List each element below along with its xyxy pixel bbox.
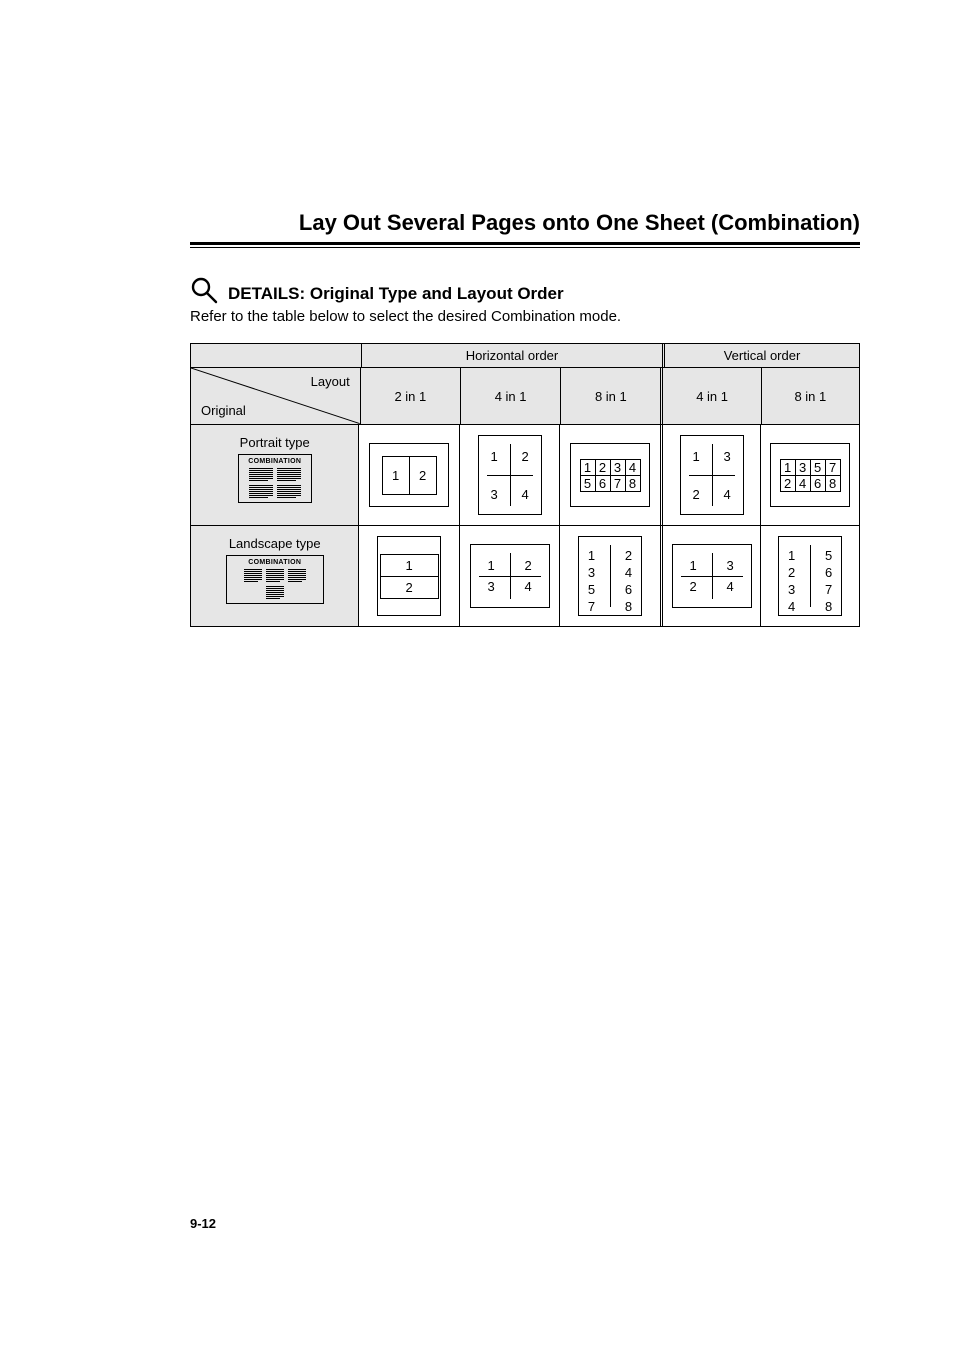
- layout-pos: 6: [619, 582, 638, 597]
- combo-tag: COMBINATION: [248, 458, 301, 465]
- layout-pos: 7: [819, 582, 838, 597]
- layout-cell: 1: [382, 456, 410, 495]
- subcol-4in1-h: 4 in 1: [461, 368, 561, 424]
- layout-pos: 2: [684, 579, 703, 594]
- layout-pos: 1: [486, 447, 503, 465]
- layout-cell: 2: [780, 475, 796, 492]
- p-h-2in1: 12: [369, 443, 449, 507]
- layout-cell: 5: [580, 475, 596, 492]
- layout-cell: 7: [825, 459, 841, 476]
- subcol-4in1-v: 4 in 1: [663, 368, 761, 424]
- layout-pos: 4: [782, 599, 801, 614]
- combo-tag-2: COMBINATION: [248, 559, 301, 566]
- layout-pos: 4: [719, 485, 736, 503]
- layout-pos: 3: [482, 579, 501, 594]
- layout-pos: 1: [782, 548, 801, 563]
- subcol-8in1-v: 8 in 1: [762, 368, 859, 424]
- layout-cell: 3: [795, 459, 811, 476]
- layout-pos: 2: [519, 558, 538, 573]
- layout-pos: 3: [582, 565, 601, 580]
- table-diag-cell: Layout Original: [191, 368, 361, 424]
- layout-pos: 2: [688, 485, 705, 503]
- layout-cell: 4: [795, 475, 811, 492]
- layout-cell: 3: [610, 459, 626, 476]
- diag-label-original: Original: [201, 403, 246, 418]
- layout-pos: 4: [721, 579, 740, 594]
- layout-pos: 1: [482, 558, 501, 573]
- layout-cell: 2: [409, 456, 437, 495]
- layout-pos: 6: [819, 565, 838, 580]
- row-portrait: Portrait type COMBINATION 12 1234: [191, 425, 859, 526]
- layout-pos: 4: [619, 565, 638, 580]
- combination-table: Horizontal order Vertical order Layout O…: [190, 343, 860, 627]
- subcol-8in1-h: 8 in 1: [561, 368, 663, 424]
- layout-pos: 2: [517, 447, 534, 465]
- l-v-8in1: 1 5 2 6 3 7 4 8: [778, 536, 842, 616]
- portrait-combo-icon: COMBINATION: [238, 454, 312, 503]
- title-rule-thin: [190, 247, 860, 248]
- details-heading: DETAILS: Original Type and Layout Order: [228, 284, 564, 304]
- layout-pos: 3: [486, 485, 503, 503]
- layout-cell: 7: [610, 475, 626, 492]
- layout-pos: 7: [582, 599, 601, 614]
- layout-cell: 4: [625, 459, 641, 476]
- diag-label-layout: Layout: [311, 374, 350, 389]
- layout-pos: 8: [819, 599, 838, 614]
- layout-pos: 4: [517, 485, 534, 503]
- l-h-8in1: 1 2 3 4 5 6 7 8: [578, 536, 642, 616]
- layout-pos: 2: [782, 565, 801, 580]
- layout-cell: 8: [825, 475, 841, 492]
- layout-pos: 1: [688, 447, 705, 465]
- subcol-2in1: 2 in 1: [361, 368, 461, 424]
- layout-cell: 2: [380, 576, 439, 599]
- layout-pos: 1: [684, 558, 703, 573]
- layout-pos: 8: [619, 599, 638, 614]
- p-h-8in1: 1234 5678: [570, 443, 650, 507]
- layout-pos: 5: [582, 582, 601, 597]
- layout-cell: 1: [580, 459, 596, 476]
- layout-pos: 4: [519, 579, 538, 594]
- page-number: 9-12: [190, 1216, 216, 1231]
- col-v-order: Vertical order: [665, 344, 859, 367]
- title-rule-thick: [190, 242, 860, 245]
- layout-pos: 3: [782, 582, 801, 597]
- col-h-order: Horizontal order: [362, 344, 665, 367]
- layout-cell: 2: [595, 459, 611, 476]
- landscape-combo-icon: COMBINATION: [226, 555, 324, 604]
- l-v-4in1: 1 3 2 4: [672, 544, 752, 608]
- layout-cell: 5: [810, 459, 826, 476]
- l-h-4in1: 1 2 3 4: [470, 544, 550, 608]
- page-title: Lay Out Several Pages onto One Sheet (Co…: [190, 210, 860, 236]
- p-v-8in1: 1357 2468: [770, 443, 850, 507]
- layout-cell: 6: [595, 475, 611, 492]
- row-landscape: Landscape type COMBINATION 12 1234: [191, 526, 859, 626]
- landscape-label: Landscape type: [229, 536, 321, 551]
- layout-cell: 1: [780, 459, 796, 476]
- portrait-label: Portrait type: [240, 435, 310, 450]
- l-h-2in1: 12: [377, 536, 441, 616]
- p-v-4in1: 13 24: [680, 435, 744, 515]
- layout-pos: 1: [582, 548, 601, 563]
- details-subtext: Refer to the table below to select the d…: [190, 308, 860, 325]
- layout-pos: 3: [721, 558, 740, 573]
- layout-cell: 1: [380, 554, 439, 577]
- layout-pos: 2: [619, 548, 638, 563]
- table-corner: [191, 344, 362, 367]
- p-h-4in1: 12 34: [478, 435, 542, 515]
- layout-cell: 8: [625, 475, 641, 492]
- layout-pos: 5: [819, 548, 838, 563]
- layout-cell: 6: [810, 475, 826, 492]
- layout-pos: 3: [719, 447, 736, 465]
- magnifier-icon: [190, 276, 218, 304]
